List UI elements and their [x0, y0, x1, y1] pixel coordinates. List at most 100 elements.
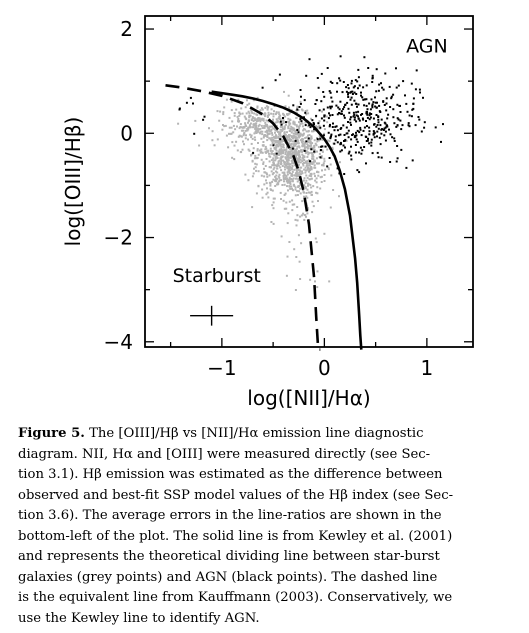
data-point — [261, 127, 264, 129]
data-point — [339, 133, 342, 136]
data-point — [315, 99, 318, 102]
caption-line: tion 3.6). The average errors in the lin… — [18, 508, 442, 523]
data-point — [357, 115, 359, 118]
data-point — [282, 122, 285, 125]
data-point — [305, 174, 308, 177]
data-point — [245, 134, 247, 137]
data-point — [309, 167, 312, 170]
data-point — [349, 91, 352, 94]
data-point — [355, 93, 358, 95]
data-point — [254, 118, 257, 121]
data-point — [277, 117, 280, 120]
data-point — [296, 160, 299, 163]
data-point — [324, 145, 327, 148]
data-point — [312, 130, 315, 133]
data-point — [294, 194, 297, 197]
caption-line: observed and best-fit SSP model values o… — [18, 487, 454, 503]
data-point — [317, 146, 320, 149]
data-point — [294, 164, 296, 167]
data-point — [253, 132, 256, 135]
data-point — [373, 123, 376, 125]
data-point — [282, 117, 284, 119]
data-point — [274, 175, 277, 178]
data-point — [323, 128, 326, 131]
data-point — [265, 105, 268, 108]
data-point — [296, 129, 299, 132]
data-point — [271, 189, 274, 192]
data-point — [336, 129, 339, 132]
data-point — [370, 138, 373, 141]
data-point — [353, 118, 356, 121]
data-point — [355, 114, 358, 117]
data-point — [251, 160, 254, 163]
data-point — [301, 142, 304, 145]
data-point — [255, 130, 258, 133]
data-point — [267, 106, 270, 109]
data-point — [260, 124, 263, 127]
y-tick-label: −4 — [104, 330, 133, 354]
data-point — [366, 125, 368, 128]
data-point — [357, 103, 360, 106]
data-point — [233, 112, 236, 115]
data-point — [338, 195, 340, 198]
data-point — [378, 136, 381, 139]
data-point — [299, 132, 302, 135]
data-point — [358, 151, 361, 154]
data-point — [320, 155, 323, 158]
data-point — [231, 120, 234, 123]
data-point — [288, 176, 291, 179]
data-point — [302, 140, 305, 143]
data-point — [318, 135, 321, 138]
data-point — [309, 173, 312, 175]
data-point — [278, 137, 281, 140]
data-point — [277, 135, 280, 138]
data-point — [266, 125, 269, 128]
data-point — [274, 79, 277, 82]
data-point — [284, 156, 287, 159]
data-point — [286, 161, 289, 164]
data-point — [280, 235, 283, 238]
data-point — [354, 134, 357, 137]
data-point — [276, 182, 279, 185]
data-point — [307, 147, 310, 150]
data-point — [282, 143, 284, 146]
data-point — [290, 149, 293, 152]
data-point — [274, 156, 277, 159]
data-point — [287, 138, 289, 141]
data-point — [292, 129, 295, 132]
data-point — [338, 77, 341, 80]
data-point — [308, 124, 311, 127]
data-point — [290, 167, 293, 170]
data-point — [310, 168, 313, 171]
data-point — [287, 189, 289, 192]
data-point — [373, 136, 376, 139]
data-point — [282, 127, 284, 130]
data-point — [310, 136, 313, 139]
data-point — [314, 166, 317, 169]
data-point — [341, 91, 344, 94]
data-point — [382, 129, 385, 131]
data-point — [258, 131, 261, 134]
data-point — [289, 127, 292, 130]
data-point — [279, 119, 282, 122]
data-point — [294, 153, 297, 156]
data-point — [266, 108, 269, 111]
data-point — [257, 184, 260, 187]
data-point — [253, 124, 256, 127]
data-point — [240, 135, 243, 138]
data-point — [316, 286, 319, 289]
data-point — [277, 175, 280, 178]
data-point — [302, 212, 305, 215]
data-point — [283, 194, 286, 196]
data-point — [260, 137, 263, 140]
data-point — [282, 199, 285, 202]
data-point — [327, 117, 330, 120]
plot-frame — [144, 15, 474, 348]
data-point — [250, 108, 252, 111]
data-point — [222, 113, 225, 116]
data-point — [322, 91, 325, 93]
data-point — [345, 86, 348, 89]
data-point — [355, 102, 358, 105]
data-point — [228, 132, 230, 135]
data-point — [218, 119, 221, 122]
